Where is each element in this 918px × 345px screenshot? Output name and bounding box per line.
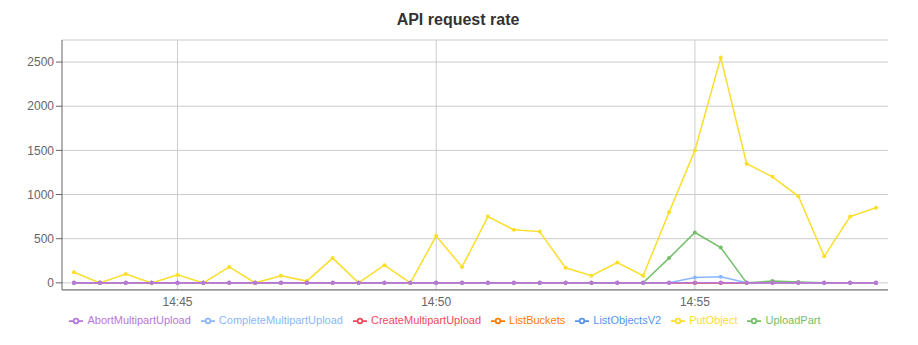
svg-text:2000: 2000 xyxy=(27,99,54,113)
svg-text:0: 0 xyxy=(47,276,54,290)
svg-text:1500: 1500 xyxy=(27,144,54,158)
svg-text:2500: 2500 xyxy=(27,55,54,69)
html-text:CreateMultipartUpload: CreateMultipartUpload xyxy=(371,313,481,326)
svg-text:14:50: 14:50 xyxy=(421,295,451,309)
html-text:API request rate: API request rate xyxy=(396,11,520,28)
html-text:ListBuckets: ListBuckets xyxy=(509,313,566,326)
svg-text:14:45: 14:45 xyxy=(162,295,192,309)
html-text:CompleteMultipartUpload: CompleteMultipartUpload xyxy=(218,313,343,326)
svg-text:500: 500 xyxy=(34,232,54,246)
html-text:PutObject: PutObject xyxy=(689,313,738,326)
html-text:AbortMultipartUpload: AbortMultipartUpload xyxy=(87,313,191,326)
html-text:ListObjectsV2: ListObjectsV2 xyxy=(593,313,662,326)
svg-text:14:55: 14:55 xyxy=(680,295,710,309)
html-text:UploadPart: UploadPart xyxy=(765,313,821,326)
svg-text:1000: 1000 xyxy=(27,188,54,202)
